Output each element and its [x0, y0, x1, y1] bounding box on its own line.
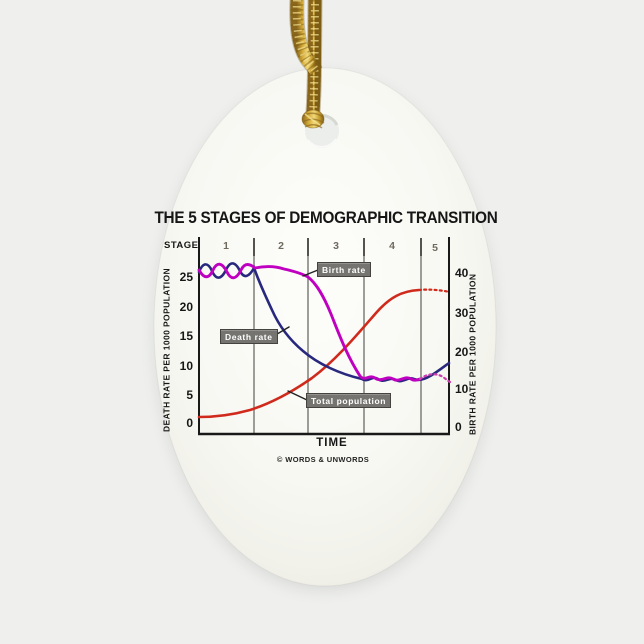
- birth-rate-leader: [302, 269, 319, 277]
- time-axis-label: TIME: [316, 437, 348, 449]
- left-axis-label: DEATH RATE PER 1000 POPULATION: [161, 267, 172, 433]
- stage-number-1: 1: [223, 240, 229, 252]
- total-population-curve: [197, 288, 421, 419]
- left-tick-15: 15: [179, 329, 193, 343]
- stage-header-label: STAGE: [164, 240, 199, 251]
- birth-rate-curve: [197, 262, 422, 382]
- left-tick-10: 10: [179, 359, 193, 373]
- left-tick-5: 5: [186, 388, 193, 402]
- chart-title: THE 5 STAGES OF DEMOGRAPHIC TRANSITION: [154, 208, 498, 227]
- total-population-leader: [287, 390, 308, 401]
- total-population-dotted: [417, 288, 452, 294]
- cord-knot: [301, 109, 325, 129]
- copyright-text: © WORDS & UNWORDS: [276, 455, 370, 464]
- stage-number-5: 5: [432, 242, 438, 254]
- right-tick-30: 30: [455, 306, 469, 320]
- birth-rate-label: Birth rate: [317, 262, 371, 277]
- stage-number-4: 4: [389, 240, 395, 252]
- birth-rate-dotted: [418, 373, 452, 384]
- total-population-label: Total population: [306, 393, 392, 408]
- left-tick-20: 20: [179, 300, 193, 314]
- chart-curves: [197, 262, 452, 419]
- ornament-body: [153, 67, 497, 587]
- right-tick-10: 10: [455, 382, 469, 396]
- stage-number-2: 2: [278, 240, 284, 252]
- gold-cord: [289, 0, 325, 129]
- death-rate-label: Death rate: [220, 329, 278, 344]
- stage-number-3: 3: [333, 240, 339, 252]
- left-tick-25: 25: [179, 270, 193, 284]
- right-axis-label: BIRTH RATE PER 1000 POPULATION: [467, 273, 478, 435]
- left-tick-0: 0: [186, 416, 193, 430]
- right-tick-0: 0: [455, 420, 462, 434]
- right-tick-20: 20: [455, 345, 469, 359]
- right-tick-40: 40: [455, 266, 469, 280]
